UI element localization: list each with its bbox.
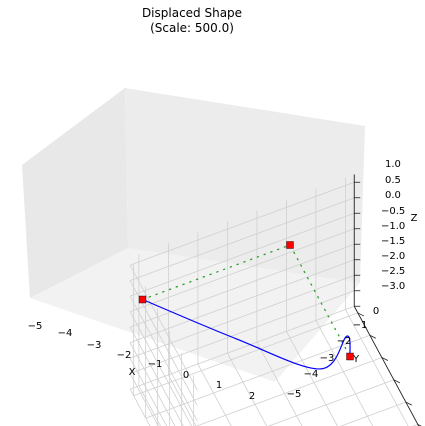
x-axis-label: X xyxy=(129,367,136,378)
z-grid-back xyxy=(129,243,355,328)
x-tick-label: 2 xyxy=(249,391,255,402)
z-grid-back xyxy=(129,228,355,312)
z-tick-label: −1.5 xyxy=(381,236,405,247)
y-axis-line xyxy=(353,306,420,426)
y-tick-label: −2 xyxy=(337,336,352,347)
z-grid-back xyxy=(129,290,355,374)
x-tick-label: −1 xyxy=(148,359,163,370)
x-grid-floor xyxy=(315,320,374,426)
y-tick-labels: 0 −1 −2 −3 −4 −5 xyxy=(287,306,380,400)
z-grid-back xyxy=(129,305,355,390)
chart-title: Displaced Shape xyxy=(142,6,242,20)
x-tick-label: 0 xyxy=(183,370,189,381)
grid xyxy=(129,177,418,426)
z-grid-back xyxy=(129,259,355,343)
series-layer xyxy=(138,241,354,370)
z-tick-label: 0.0 xyxy=(385,190,401,201)
displaced-shape-line xyxy=(142,298,351,370)
z-axis-label: Z xyxy=(411,213,418,224)
node-marker xyxy=(286,241,294,249)
x-tick-label: −3 xyxy=(87,340,102,351)
y-tick xyxy=(369,334,377,339)
x-grid-floor xyxy=(227,352,268,426)
chart-subtitle: (Scale: 500.0) xyxy=(150,21,234,35)
y-axis-label: Y xyxy=(352,354,360,365)
y-grid-floor xyxy=(340,401,406,426)
x-grid-floor xyxy=(286,331,338,426)
y-tick-label: −5 xyxy=(287,389,302,400)
z-tick-label: −2.5 xyxy=(381,266,405,277)
x-grid-floor xyxy=(345,309,409,426)
y-tick xyxy=(405,401,413,406)
x-tick-label: −4 xyxy=(58,328,73,339)
z-grid-left xyxy=(129,264,198,391)
y-tick xyxy=(393,379,401,384)
node-marker xyxy=(138,295,147,304)
y-tick xyxy=(381,357,389,361)
pane-left-wall xyxy=(22,88,128,298)
y-grid-floor xyxy=(133,312,358,397)
z-grid-back xyxy=(129,212,355,297)
z-tick-label: −1.0 xyxy=(381,221,405,232)
z-grid-back xyxy=(129,181,355,266)
pane-back-wall xyxy=(125,88,365,283)
y-tick xyxy=(357,312,365,317)
z-grid-left xyxy=(129,357,168,426)
z-tick-label: −3.0 xyxy=(381,281,405,292)
z-grid-left xyxy=(129,311,193,426)
x-grid-floor xyxy=(256,342,303,426)
x-tick-label: −5 xyxy=(28,321,43,332)
x-grid-floor xyxy=(168,374,197,426)
z-tick-labels: 1.0 0.5 0.0 −0.5 −1.0 −1.5 −2.0 −2.5 −3.… xyxy=(381,159,405,292)
x-grid-floor xyxy=(197,363,232,426)
z-grid-back xyxy=(129,197,355,281)
z-grid-left xyxy=(129,295,198,422)
z-grid-left xyxy=(129,388,151,426)
x-tick-label: 1 xyxy=(216,380,222,391)
x-tick-label: −2 xyxy=(117,350,132,361)
z-tick-label: −2.0 xyxy=(381,251,405,262)
axes xyxy=(353,174,422,426)
z-tick-label: −0.5 xyxy=(381,206,405,217)
pane-floor xyxy=(30,248,360,382)
y-grid-floor xyxy=(195,357,382,426)
x-grid-floor xyxy=(138,385,161,426)
z-grid-back xyxy=(129,274,355,359)
y-tick-label: 0 xyxy=(373,306,379,317)
y-tick-label: −1 xyxy=(353,320,368,331)
z-tick-label: 1.0 xyxy=(385,159,401,170)
z-tick-label: 0.5 xyxy=(385,175,401,186)
z-grid-left xyxy=(129,326,184,426)
x-tick-labels: −5 −4 −3 −2 −1 0 1 2 xyxy=(28,321,256,402)
y-tick-label: −3 xyxy=(320,353,335,364)
z-grid-left xyxy=(129,373,159,426)
z-grid-left xyxy=(129,342,176,426)
node-marker xyxy=(346,352,354,361)
y-grid-floor xyxy=(267,379,394,426)
y-tick-label: −4 xyxy=(304,369,319,380)
y-grid-floor xyxy=(145,334,370,419)
